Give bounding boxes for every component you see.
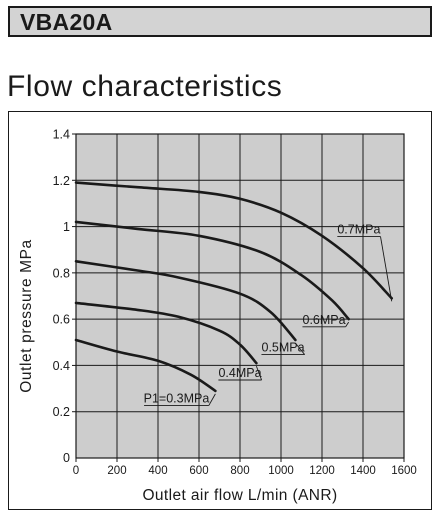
label-leader [294, 342, 306, 355]
series-line [74, 181, 393, 300]
series-label: 0.4MPa [218, 366, 261, 380]
y-tick-label: 0.6 [53, 313, 70, 327]
series-line [74, 301, 258, 365]
model-header-bar: VBA20A [8, 6, 432, 37]
y-tick-label: 0.2 [53, 405, 70, 419]
origin-label-x: 0 [73, 465, 79, 477]
series-label: 0.7MPa [337, 223, 380, 237]
series-annotation: 0.4MPa [218, 365, 263, 381]
x-tick-label: 1400 [350, 465, 376, 477]
y-tick-label: 1.2 [53, 174, 70, 188]
x-tick-label: 1200 [309, 465, 335, 477]
label-leader [345, 321, 350, 328]
section-title: Flow characteristics [7, 70, 283, 103]
x-tick-label: 1600 [391, 465, 417, 477]
x-tick-label: 400 [148, 465, 167, 477]
series-annotation: 0.5MPa [261, 341, 306, 355]
x-tick-label: 800 [230, 465, 249, 477]
model-name: VBA20A [20, 9, 113, 35]
x-tick-label: 600 [189, 465, 208, 477]
label-leader [255, 365, 263, 381]
label-leader [208, 393, 216, 406]
series-label: P1=0.3MPa [144, 391, 210, 405]
origin-label-y: 0 [63, 451, 70, 465]
y-tick-label: 0.8 [53, 266, 70, 280]
series-line [74, 220, 350, 321]
x-axis-label: Outlet air flow L/min (ANR) [142, 487, 337, 504]
y-tick-label: 1.4 [53, 128, 70, 142]
series-annotation: P1=0.3MPa [144, 391, 216, 406]
series-line [74, 260, 297, 342]
y-tick-label: 1 [63, 220, 70, 234]
series-label: 0.5MPa [262, 341, 305, 355]
series-annotation: 0.6MPa [302, 313, 350, 328]
chart-frame [8, 111, 432, 510]
x-tick-label: 200 [107, 465, 126, 477]
label-leader [380, 236, 393, 302]
x-tick-label: 1000 [268, 465, 294, 477]
y-axis-label: Outlet pressure MPa [18, 239, 35, 393]
series-line [74, 338, 217, 393]
series-annotation: 0.7MPa [337, 223, 393, 302]
series-label: 0.6MPa [303, 313, 346, 327]
y-tick-label: 0.4 [53, 359, 70, 373]
